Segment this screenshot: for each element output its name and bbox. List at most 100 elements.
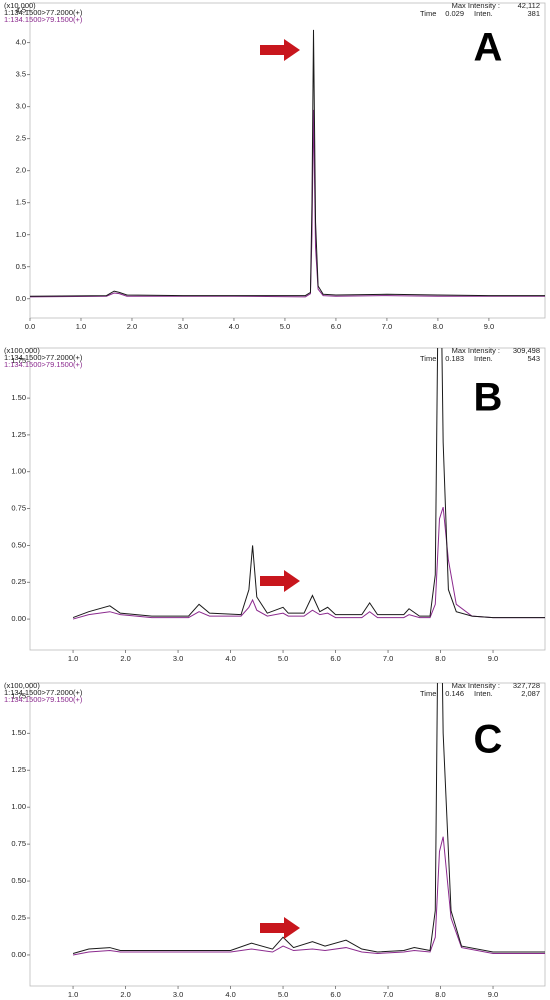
y-tick-label: 3.5: [16, 70, 26, 79]
y-unit: (x100,000): [4, 346, 40, 355]
max-intensity: 309,498: [513, 346, 540, 355]
y-tick-label: 0.5: [16, 262, 26, 271]
inten-label: Inten.: [474, 689, 493, 698]
y-tick-label: 1.0: [16, 230, 26, 239]
panel-letter: C: [474, 718, 503, 762]
x-tick-label: 0.0: [25, 322, 35, 331]
traces: [72, 683, 545, 956]
y-tick-label: 1.25: [11, 430, 26, 439]
x-tick-label: 8.0: [435, 654, 445, 663]
y-tick-label: 0.00: [11, 614, 26, 623]
max-intensity: 42,112: [518, 1, 540, 10]
time-value: 0.029: [445, 9, 464, 18]
y-tick-label: 0.0: [16, 294, 26, 303]
time-label: Time: [420, 689, 436, 698]
x-tick-label: 5.0: [278, 990, 288, 999]
inten-value: 2,087: [521, 689, 540, 698]
trace-line: [72, 506, 545, 620]
y-tick-label: 1.00: [11, 467, 26, 476]
inten-label: Inten.: [474, 354, 493, 363]
x-tick-label: 6.0: [331, 322, 341, 331]
y-tick-label: 1.25: [11, 765, 26, 774]
y-tick-label: 0.25: [11, 577, 26, 586]
trace-line: [30, 29, 545, 297]
y-tick-label: 0.50: [11, 876, 26, 885]
y-tick-label: 0.75: [11, 839, 26, 848]
x-tick-label: 6.0: [330, 990, 340, 999]
x-tick-label: 2.0: [127, 322, 137, 331]
time-value: 0.146: [445, 689, 464, 698]
x-tick-label: 7.0: [382, 322, 392, 331]
x-tick-label: 2.0: [120, 654, 130, 663]
time-label: Time: [420, 9, 436, 18]
y-tick-label: 1.75: [11, 691, 26, 700]
legend-entry: 1:134.1500>77.2000(+): [4, 8, 83, 17]
legend-entry: 1:134.1500>79.1500(+): [4, 360, 83, 369]
legend-entry: 1:134.1500>79.1500(+): [4, 15, 83, 24]
max-intensity-label: Max Intensity :: [452, 681, 500, 690]
time-value: 0.183: [445, 354, 464, 363]
trace-line: [72, 683, 545, 954]
x-tick-label: 5.0: [280, 322, 290, 331]
x-tick-label: 1.0: [68, 654, 78, 663]
y-tick-label: 2.5: [16, 134, 26, 143]
legend-entry: 1:134.1500>77.2000(+): [4, 353, 83, 362]
arrow: [260, 570, 300, 592]
y-tick-label: 1.00: [11, 802, 26, 811]
time-label: Time: [420, 354, 436, 363]
y-tick-label: 0.50: [11, 540, 26, 549]
y-tick-label: 1.5: [16, 198, 26, 207]
x-tick-label: 7.0: [383, 990, 393, 999]
trace-line: [72, 836, 545, 956]
y-tick-label: 0.25: [11, 913, 26, 922]
chart-panel: 0.00 0.25 0.50 0.75 1.00 1.25 1.50 1.75 1.0 2.0 3.…: [4, 681, 546, 999]
y-tick-label: 1.50: [11, 728, 26, 737]
x-tick-label: 6.0: [330, 654, 340, 663]
plot-area: [29, 682, 546, 987]
x-tick-label: 9.0: [488, 990, 498, 999]
y-tick-label: 2.0: [16, 166, 26, 175]
x-tick-label: 3.0: [178, 322, 188, 331]
x-tick-label: 3.0: [173, 990, 183, 999]
legend-entry: 1:134.1500>79.1500(+): [4, 695, 83, 704]
arrow: [260, 39, 300, 61]
x-tick-label: 9.0: [488, 654, 498, 663]
max-intensity: 327,728: [513, 681, 540, 690]
y-unit: (x10,000): [4, 1, 36, 10]
x-tick-label: 8.0: [433, 322, 443, 331]
y-tick-label: 1.75: [11, 356, 26, 365]
trace-line: [72, 348, 545, 619]
x-tick-label: 1.0: [76, 322, 86, 331]
x-tick-label: 8.0: [435, 990, 445, 999]
chart-panel: 0.0 0.5 1.0 1.5 2.0 2.5 3.0 3.5 4.0 4.5 0.0 1.0 2.0 3…: [4, 1, 546, 331]
legend-entry: 1:134.1500>77.2000(+): [4, 688, 83, 697]
inten-label: Inten.: [474, 9, 493, 18]
x-tick-label: 4.0: [225, 654, 235, 663]
max-intensity-label: Max Intensity :: [452, 346, 500, 355]
y-tick-label: 0.75: [11, 504, 26, 513]
plot-area: [29, 347, 546, 651]
x-tick-label: 4.0: [225, 990, 235, 999]
x-tick-label: 3.0: [173, 654, 183, 663]
x-tick-label: 5.0: [278, 654, 288, 663]
trace-line: [30, 109, 545, 298]
y-tick-label: 3.0: [16, 102, 26, 111]
traces: [30, 29, 545, 298]
y-tick-label: 1.50: [11, 393, 26, 402]
y-tick-label: 0.00: [11, 950, 26, 959]
traces: [72, 348, 545, 620]
chart-panel: 0.00 0.25 0.50 0.75 1.00 1.25 1.50 1.75 1.0 2.0 3.…: [4, 346, 546, 663]
x-tick-label: 2.0: [120, 990, 130, 999]
x-tick-label: 4.0: [229, 322, 239, 331]
y-tick-label: 4.5: [16, 6, 26, 15]
arrow: [260, 917, 300, 939]
panel-letter: A: [474, 26, 503, 70]
inten-value: 381: [527, 9, 540, 18]
x-tick-label: 9.0: [484, 322, 494, 331]
inten-value: 543: [527, 354, 540, 363]
max-intensity-label: Max Intensity :: [452, 1, 500, 10]
x-tick-label: 7.0: [383, 654, 393, 663]
panel-letter: B: [474, 376, 503, 420]
